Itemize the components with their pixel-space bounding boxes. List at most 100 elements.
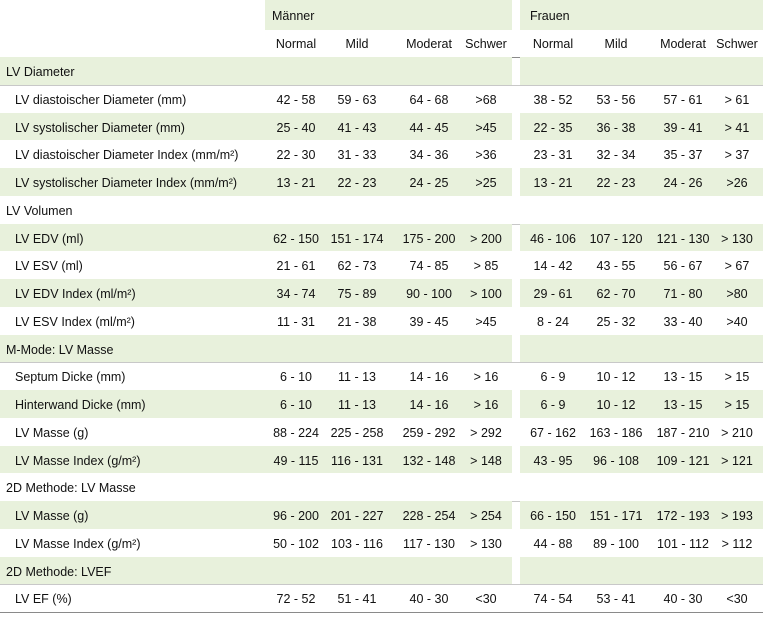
- value-cell: > 100: [470, 287, 502, 301]
- row-bg: [520, 223, 763, 252]
- value-cell: > 130: [721, 231, 753, 246]
- row-bg: [0, 501, 512, 529]
- value-cell: 21 - 61: [276, 259, 316, 274]
- value-cell: 11 - 31: [277, 314, 315, 329]
- value-cell: >68: [475, 92, 497, 107]
- value-cell: 11 - 13: [338, 370, 376, 385]
- section-title: LV Diameter: [6, 65, 75, 79]
- value-cell: 22 - 35: [533, 120, 573, 135]
- value-cell: 74 - 54: [533, 592, 573, 607]
- value-cell: > 200: [470, 231, 502, 246]
- column-header: Schwer: [465, 37, 507, 51]
- value-cell: 25 - 32: [596, 314, 636, 329]
- value-cell: 66 - 150: [530, 509, 576, 523]
- value-cell: 96 - 108: [593, 453, 639, 468]
- row-bg: [0, 223, 512, 252]
- value-cell: >45: [475, 120, 497, 135]
- group-bg: [265, 0, 512, 30]
- value-cell: 13 - 21: [276, 176, 316, 190]
- value-cell: 46 - 106: [530, 231, 576, 246]
- value-cell: 11 - 13: [338, 398, 376, 412]
- value-cell: 71 - 80: [663, 287, 703, 301]
- value-cell: > 37: [724, 148, 750, 163]
- row-label: LV Masse (g): [15, 509, 89, 523]
- value-cell: >26: [726, 176, 748, 190]
- value-cell: 175 - 200: [402, 231, 456, 246]
- value-cell: > 16: [473, 398, 499, 412]
- value-cell: 103 - 116: [331, 536, 383, 551]
- value-cell: 228 - 254: [402, 509, 456, 523]
- value-cell: 6 - 10: [280, 398, 312, 412]
- row-label: LV Masse (g): [15, 425, 89, 440]
- value-cell: > 41: [724, 120, 750, 135]
- value-cell: >36: [475, 148, 497, 163]
- value-cell: <30: [475, 592, 497, 607]
- row-bg: [0, 445, 512, 474]
- value-cell: 62 - 150: [273, 231, 319, 246]
- value-cell: 67 - 162: [530, 425, 576, 440]
- value-cell: 57 - 61: [663, 92, 703, 107]
- value-cell: 151 - 174: [330, 231, 384, 246]
- row-bg: [0, 390, 512, 418]
- value-cell: 101 - 112: [657, 536, 709, 551]
- value-cell: 13 - 21: [533, 176, 573, 190]
- row-label: LV EF (%): [15, 592, 72, 607]
- row-label: LV diastoischer Diameter (mm): [15, 92, 187, 107]
- value-cell: 40 - 30: [409, 592, 449, 607]
- row-label: Hinterwand Dicke (mm): [15, 398, 146, 412]
- row-label: LV EDV (ml): [15, 231, 84, 246]
- value-cell: 23 - 31: [533, 148, 573, 163]
- section-title: 2D Methode: LV Masse: [6, 481, 136, 496]
- value-cell: 117 - 130: [403, 536, 455, 551]
- row-bg: [520, 334, 763, 363]
- bottom-rule: [0, 612, 763, 613]
- row-label: LV ESV Index (ml/m²): [15, 314, 135, 329]
- value-cell: > 16: [473, 370, 499, 385]
- section-rule: [0, 362, 763, 364]
- value-cell: 44 - 88: [533, 536, 573, 551]
- value-cell: <30: [726, 592, 748, 607]
- value-cell: 24 - 26: [663, 176, 703, 190]
- value-cell: > 15: [724, 370, 750, 385]
- row-bg: [520, 279, 763, 307]
- value-cell: 42 - 58: [276, 92, 316, 107]
- row-label: LV ESV (ml): [15, 259, 83, 274]
- section-title: LV Volumen: [6, 203, 73, 218]
- value-cell: 10 - 12: [596, 398, 636, 412]
- value-cell: 51 - 41: [337, 592, 377, 607]
- value-cell: 50 - 102: [273, 536, 319, 551]
- row-bg: [520, 168, 763, 196]
- row-label: LV EDV Index (ml/m²): [15, 287, 136, 301]
- value-cell: 10 - 12: [596, 370, 636, 385]
- value-cell: 62 - 70: [596, 287, 636, 301]
- value-cell: > 121: [721, 453, 753, 468]
- value-cell: 6 - 9: [540, 370, 566, 385]
- value-cell: 8 - 24: [537, 314, 569, 329]
- column-header: Mild: [345, 37, 369, 51]
- value-cell: 33 - 40: [663, 314, 703, 329]
- value-cell: 39 - 45: [409, 314, 449, 329]
- row-bg: [520, 390, 763, 418]
- row-bg: [520, 501, 763, 529]
- value-cell: 53 - 56: [596, 92, 636, 107]
- value-cell: 14 - 16: [409, 370, 449, 385]
- value-cell: > 210: [721, 425, 753, 440]
- row-label: LV systolischer Diameter Index (mm/m²): [15, 176, 238, 190]
- value-cell: 96 - 200: [273, 509, 319, 523]
- row-bg: [0, 334, 512, 363]
- section-title: M-Mode: LV Masse: [6, 342, 114, 357]
- section-rule: [0, 584, 763, 586]
- value-cell: 43 - 95: [533, 453, 573, 468]
- value-cell: 40 - 30: [663, 592, 703, 607]
- row-bg: [520, 445, 763, 474]
- value-cell: 14 - 16: [409, 398, 449, 412]
- value-cell: 75 - 89: [337, 287, 377, 301]
- value-cell: 56 - 67: [663, 259, 703, 274]
- value-cell: 187 - 210: [656, 425, 710, 440]
- value-cell: >80: [726, 287, 748, 301]
- value-cell: > 130: [470, 536, 502, 551]
- row-bg: [0, 168, 512, 196]
- value-cell: 14 - 42: [533, 259, 573, 274]
- value-cell: 22 - 23: [596, 176, 636, 190]
